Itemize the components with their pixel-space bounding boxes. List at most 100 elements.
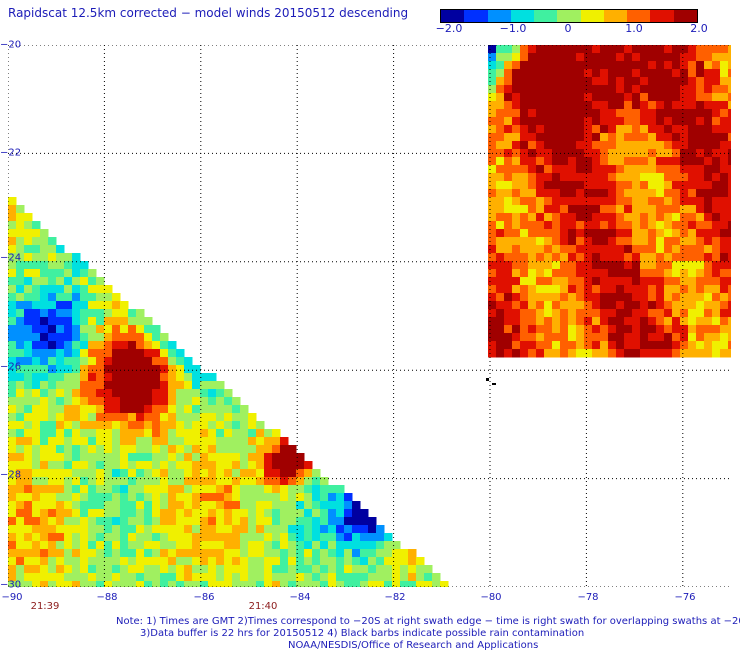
heatmap-cell [112, 301, 121, 310]
heatmap-cell [312, 557, 321, 566]
heatmap-cell [488, 157, 497, 166]
heatmap-cell [696, 285, 705, 294]
heatmap-cell [152, 325, 161, 334]
heatmap-cell [128, 533, 137, 542]
heatmap-cell [48, 573, 57, 582]
heatmap-cell [728, 309, 731, 318]
heatmap-cell [568, 125, 577, 134]
heatmap-cell [64, 293, 73, 302]
heatmap-cell [600, 85, 609, 94]
heatmap-cell [232, 413, 241, 422]
heatmap-cell [672, 109, 681, 118]
heatmap-cell [32, 509, 41, 518]
heatmap-cell [696, 253, 705, 262]
heatmap-cell [64, 357, 73, 366]
heatmap-cell [80, 349, 89, 358]
heatmap-cell [280, 533, 289, 542]
heatmap-cell [504, 261, 513, 270]
heatmap-cell [224, 541, 233, 550]
heatmap-cell [96, 485, 105, 494]
heatmap-cell [104, 357, 113, 366]
heatmap-cell [216, 565, 225, 574]
heatmap-cell [328, 541, 337, 550]
heatmap-cell [632, 213, 641, 222]
heatmap-cell [240, 541, 249, 550]
heatmap-cell [688, 165, 697, 174]
heatmap-cell [200, 429, 209, 438]
heatmap-cell [520, 253, 529, 262]
heatmap-cell [672, 157, 681, 166]
heatmap-cell [152, 437, 161, 446]
heatmap-cell [200, 453, 209, 462]
heatmap-cell [136, 493, 145, 502]
heatmap-cell [528, 253, 537, 262]
heatmap-cell [80, 525, 89, 534]
heatmap-cell [688, 109, 697, 118]
heatmap-cell [192, 397, 201, 406]
heatmap-cell [8, 365, 17, 374]
heatmap-cell [112, 581, 121, 587]
heatmap-cell [72, 317, 81, 326]
heatmap-cell [256, 541, 265, 550]
heatmap-cell [688, 173, 697, 182]
heatmap-cell [208, 509, 217, 518]
heatmap-cell [72, 453, 81, 462]
heatmap-cell [504, 205, 513, 214]
heatmap-cell [344, 533, 353, 542]
heatmap-cell [72, 517, 81, 526]
heatmap-cell [216, 437, 225, 446]
heatmap-cell [56, 325, 65, 334]
colorbar-segment [627, 10, 651, 22]
heatmap-cell [208, 445, 217, 454]
rain-flag-mark [486, 378, 489, 381]
heatmap-cell [512, 125, 521, 134]
heatmap-cell [496, 69, 505, 78]
heatmap-cell [16, 437, 25, 446]
heatmap-cell [24, 557, 33, 566]
heatmap-cell [528, 141, 537, 150]
heatmap-cell [80, 365, 89, 374]
heatmap-cell [528, 269, 537, 278]
heatmap-cell [168, 389, 177, 398]
heatmap-cell [104, 325, 113, 334]
heatmap-cell [552, 317, 561, 326]
heatmap-cell [648, 173, 657, 182]
heatmap-cell [576, 213, 585, 222]
heatmap-cell [520, 245, 529, 254]
heatmap-cell [184, 493, 193, 502]
heatmap-cell [400, 557, 409, 566]
heatmap-cell [168, 365, 177, 374]
colorbar-segment [487, 10, 511, 22]
heatmap-cell [32, 285, 41, 294]
heatmap-cell [216, 453, 225, 462]
heatmap-cell [568, 53, 577, 62]
colorbar-segment [580, 10, 604, 22]
heatmap-cell [712, 333, 721, 342]
heatmap-cell [704, 109, 713, 118]
heatmap-cell [224, 445, 233, 454]
heatmap-cell [416, 557, 425, 566]
heatmap-cell [632, 261, 641, 270]
heatmap-cell [552, 61, 561, 70]
heatmap-cell [184, 389, 193, 398]
heatmap-cell [576, 93, 585, 102]
heatmap-cell [488, 101, 497, 110]
heatmap-cell [728, 157, 731, 166]
heatmap-cell [152, 573, 161, 582]
heatmap-cell [512, 285, 521, 294]
heatmap-cell [96, 533, 105, 542]
heatmap-cell [104, 381, 113, 390]
heatmap-cell [88, 277, 97, 286]
heatmap-cell [576, 61, 585, 70]
heatmap-cell [496, 349, 505, 358]
heatmap-cell [232, 573, 241, 582]
heatmap-cell [656, 45, 665, 54]
heatmap-cell [8, 573, 17, 582]
heatmap-cell [64, 485, 73, 494]
heatmap-cell [176, 493, 185, 502]
heatmap-cell [112, 453, 121, 462]
heatmap-cell [544, 45, 553, 54]
heatmap-cell [672, 253, 681, 262]
heatmap-cell [504, 117, 513, 126]
heatmap-cell [712, 261, 721, 270]
